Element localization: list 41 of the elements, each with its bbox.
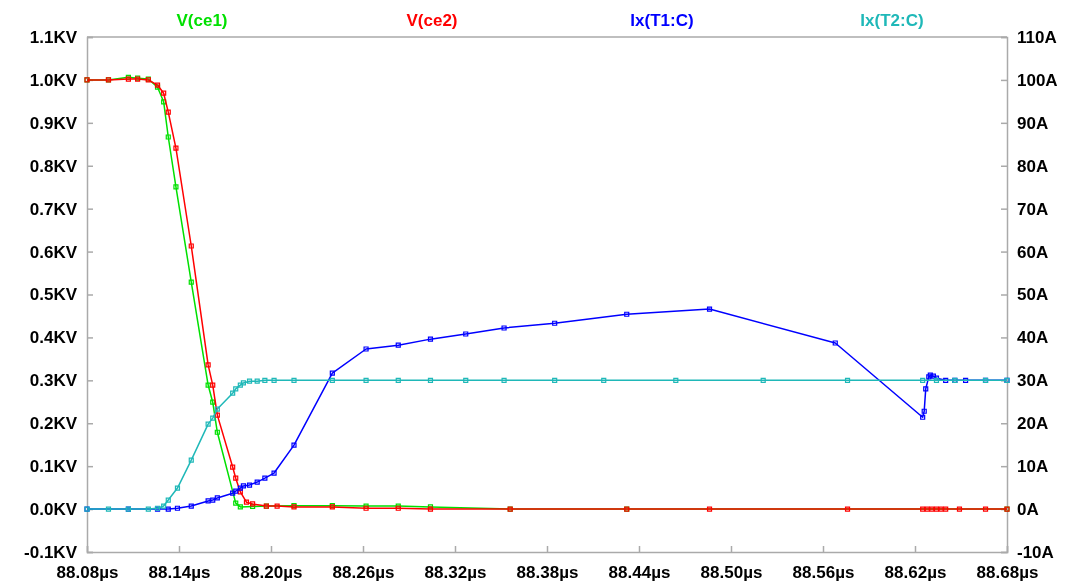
y-tick-label: 0.9KV — [29, 113, 78, 133]
y-tick-label: 1.0KV — [29, 70, 78, 90]
y2-tick-label: 100A — [1017, 70, 1058, 90]
x-tick-label: 88.08µs — [56, 563, 119, 583]
y-tick-label: 0.5KV — [29, 285, 78, 305]
x-tick-label: 88.62µs — [884, 563, 947, 583]
x-tick-label: 88.50µs — [700, 563, 763, 583]
text: V(ce1) — [176, 11, 228, 30]
text: Ix(T1:C) — [630, 11, 694, 30]
y2-tick-label: 80A — [1017, 156, 1049, 176]
y2-tick-label: 60A — [1017, 242, 1049, 262]
y2-tick-label: 40A — [1017, 328, 1049, 348]
x-tick-label: 88.20µs — [240, 563, 303, 583]
y-tick-label: 0.1KV — [29, 457, 78, 477]
y-tick-label: 0.4KV — [29, 328, 78, 348]
x-tick-label: 88.44µs — [608, 563, 671, 583]
y-tick-label: 0.7KV — [29, 199, 78, 219]
x-tick-label: 88.32µs — [424, 563, 487, 583]
y-tick-label: 0.3KV — [29, 371, 78, 391]
text: V(ce2) — [406, 11, 458, 30]
y-tick-label: -0.1KV — [24, 542, 78, 562]
y2-tick-label: 110A — [1017, 27, 1057, 47]
y2-tick-label: 50A — [1017, 285, 1049, 305]
y-tick-label: 0.2KV — [29, 414, 78, 434]
x-tick-label: 88.38µs — [516, 563, 579, 583]
x-tick-label: 88.68µs — [976, 563, 1039, 583]
y2-tick-label: 30A — [1017, 371, 1049, 391]
x-tick-label: 88.14µs — [148, 563, 211, 583]
y2-tick-label: 90A — [1017, 113, 1049, 133]
y2-tick-label: -10A — [1017, 542, 1054, 562]
y2-tick-label: 20A — [1017, 414, 1049, 434]
y-tick-label: 0.8KV — [29, 156, 78, 176]
y2-tick-label: 0A — [1017, 500, 1039, 520]
text: Ix(T2:C) — [860, 11, 924, 30]
y-tick-label: 0.0KV — [29, 500, 78, 520]
y-tick-label: 1.1KV — [29, 27, 78, 47]
y-tick-label: 0.6KV — [29, 242, 78, 262]
y2-tick-label: 70A — [1017, 199, 1049, 219]
x-tick-label: 88.26µs — [332, 563, 395, 583]
x-tick-label: 88.56µs — [792, 563, 855, 583]
y2-tick-label: 10A — [1017, 457, 1049, 477]
